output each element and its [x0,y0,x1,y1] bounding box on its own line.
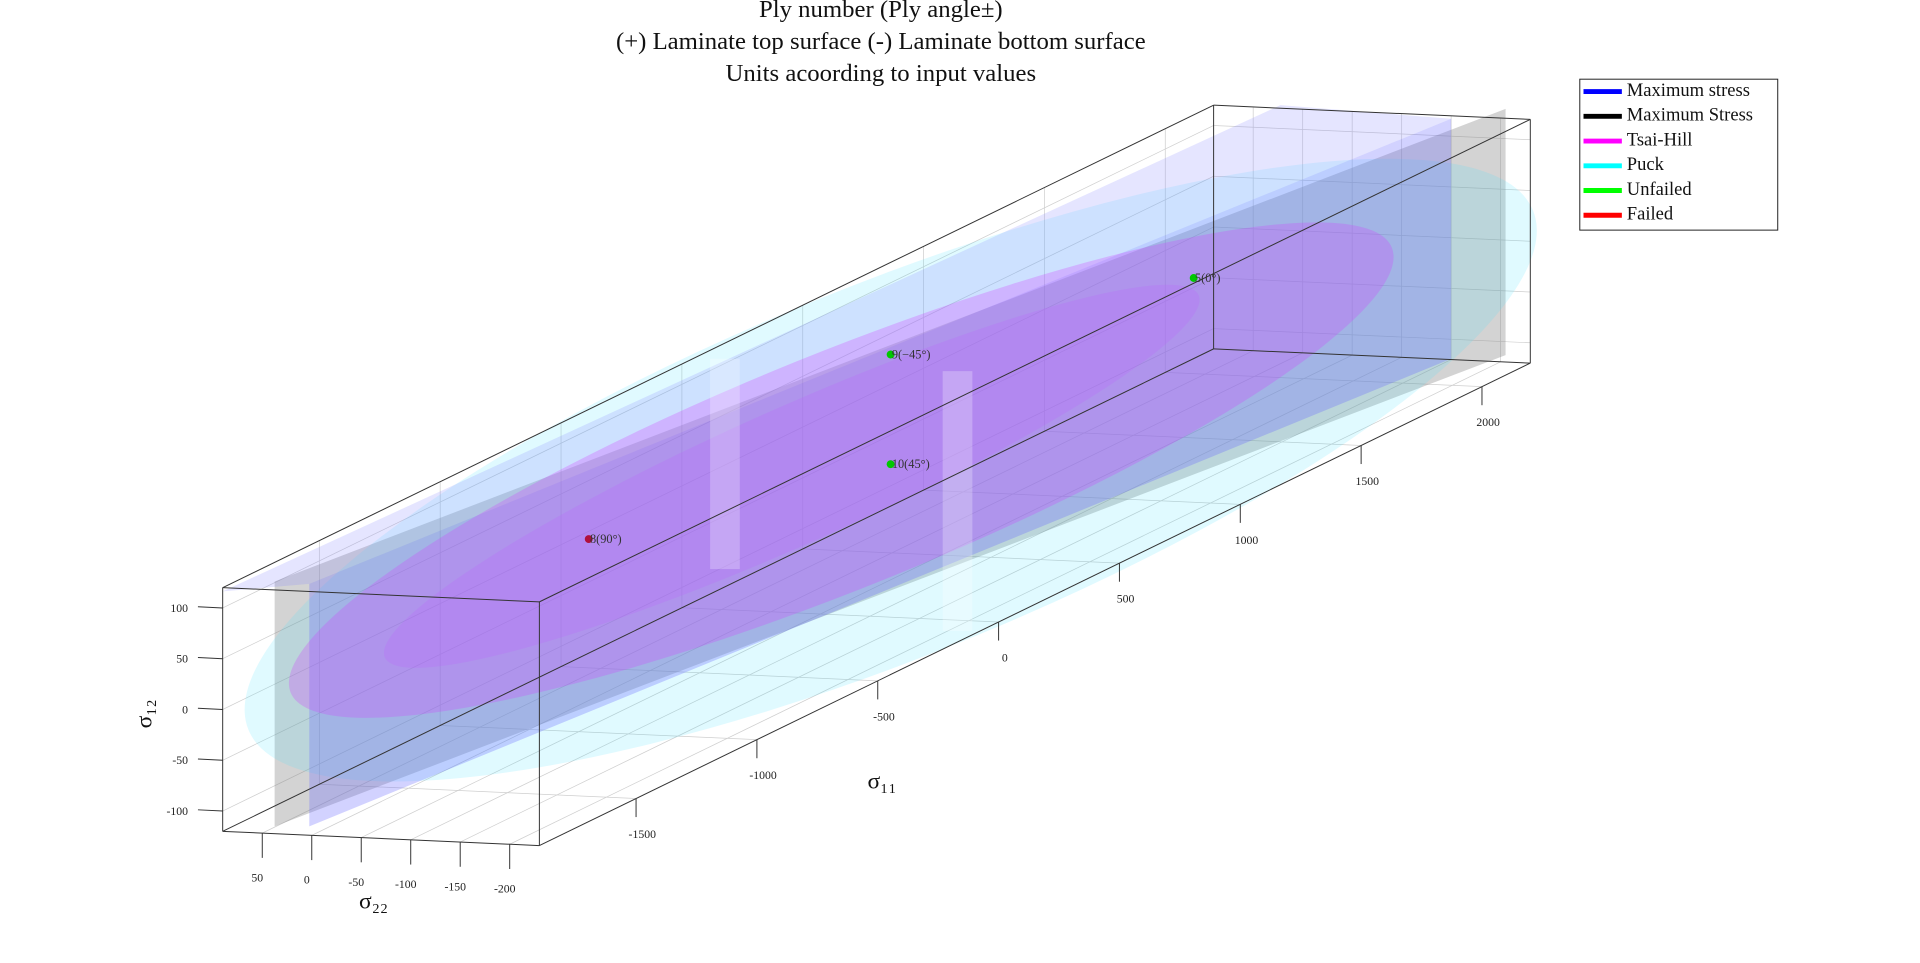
ply-point [886,460,895,469]
z-tick-label: 50 [176,653,188,666]
grid-line [222,125,1214,609]
ply-label: 10(45°) [892,457,930,471]
z-tick [197,656,223,660]
ply-label: 8(90°) [590,532,622,546]
z-axis-label: σ₁₂ [131,699,157,728]
z-tick-label: 100 [170,602,188,615]
envelope-max-stress [309,118,1452,827]
grid-line [222,328,1214,812]
legend-label: Failed [1627,204,1674,225]
grid-line [802,548,1120,564]
grid-line [1213,328,1531,344]
legend-box [1579,78,1779,231]
y-tick-label: -100 [395,878,417,891]
grid-line [311,352,1303,836]
grid-line [222,175,1214,660]
x-tick-label: -1000 [749,769,777,782]
ply-point [584,535,593,543]
grid-line [262,350,1254,834]
box-edge [1213,348,1531,364]
z-tick-label: -100 [166,805,188,818]
envelope-tsai-hill-inner [383,284,1200,668]
x-axis-label: σ₁₁ [868,768,897,794]
z-tick [197,606,223,609]
box-edge [222,104,1214,589]
ply-label: 5(0°) [1195,271,1221,285]
grid-line [361,354,1353,838]
legend-label: Maximum Stress [1627,105,1753,126]
grid [222,106,1531,845]
box-edge [222,587,540,603]
box-edge [222,830,540,847]
y-axis-label: σ₂₂ [359,888,388,914]
grid-line [1044,430,1362,446]
z-tick [197,809,223,812]
box-edge [222,348,1214,832]
grid-line [410,356,1402,841]
box-edge [1213,104,1531,120]
x-tick-label: 1500 [1356,475,1380,488]
envelope-band [942,371,973,631]
x-tick-label: 2000 [1476,416,1500,429]
grid-line [460,359,1452,843]
y-tick-label: -200 [494,882,516,895]
grid-line [681,607,999,623]
x-tick-label: 0 [1002,652,1008,665]
x-tick-label: 1000 [1235,534,1259,547]
grid-line [1165,372,1482,388]
axes-box [222,104,1531,847]
grid-line [222,277,1214,761]
legend-label: Tsai-Hill [1627,129,1693,150]
x-tick-label: 500 [1117,593,1135,606]
points: 8(90°) 10(45°) 9(−45°) 5(0°) [584,271,1221,546]
grid-line [440,725,757,741]
x-tick-label: -500 [873,710,895,723]
legend-label: Puck [1627,154,1665,175]
ply-label: 9(−45°) [892,348,931,362]
legend: Maximum stress Maximum Stress Tsai-Hill Puc… [1579,78,1779,231]
ply-point [886,350,895,359]
z-tick [197,758,223,761]
z-tick-label: 0 [182,703,188,716]
envelope-band [710,358,740,570]
box-edge [539,118,1531,603]
z-tick-label: -50 [172,754,188,767]
y-tick-label: -50 [348,876,364,889]
title-line: Ply number (Ply angle±) [759,0,1003,23]
title-line: Units acoording to input values [726,60,1037,87]
envelope-tsai-hill [288,222,1394,718]
legend-label: Maximum stress [1627,80,1750,101]
grid-line [222,226,1214,710]
envelope-max-stress-top [222,105,1452,592]
grid-line [1213,175,1531,191]
legend-label: Unfailed [1627,179,1693,200]
grid-line [923,489,1241,505]
x-tick-label: -1500 [629,828,657,841]
grid-line [1213,277,1531,293]
title-line: (+) Laminate top surface (-) Laminate bo… [616,28,1146,55]
y-tick-label: 50 [251,871,263,884]
grid-line [509,361,1501,845]
y-tick-label: 0 [304,874,310,887]
box-edge [539,362,1531,847]
grid-line [1213,125,1531,141]
grid-line [1213,226,1531,242]
y-tick-label: -150 [444,880,466,893]
grid-line [319,783,637,799]
grid-line [561,666,878,682]
ply-point [1189,274,1198,282]
z-tick [197,707,223,710]
